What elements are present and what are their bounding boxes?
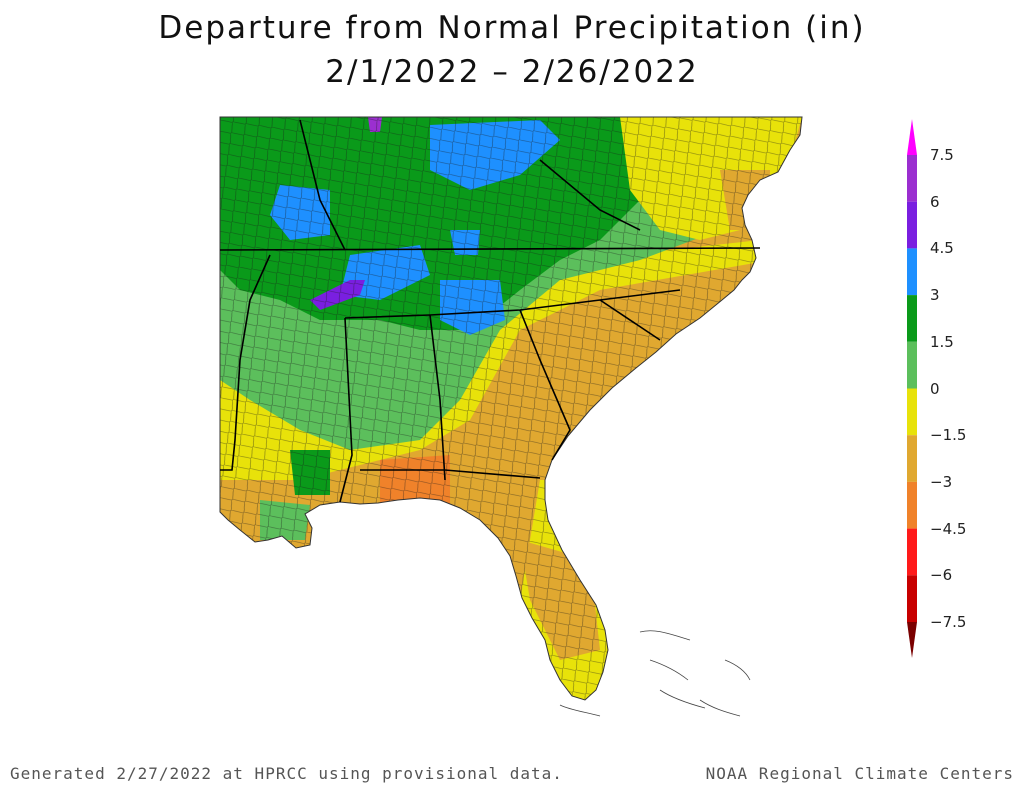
legend-swatch bbox=[907, 155, 917, 202]
legend-tick-label: −4.5 bbox=[930, 519, 967, 538]
legend-swatch bbox=[907, 435, 917, 482]
footer-generated-note: Generated 2/27/2022 at HPRCC using provi… bbox=[10, 764, 563, 783]
legend-swatch bbox=[907, 295, 917, 342]
legend-swatch bbox=[907, 119, 917, 155]
legend-swatch bbox=[907, 341, 917, 389]
legend-tick-label: 1.5 bbox=[930, 332, 954, 351]
legend-tick-label: −7.5 bbox=[930, 613, 967, 631]
legend-tick-label: −6 bbox=[930, 566, 953, 585]
legend-tick-label: 3 bbox=[930, 286, 940, 305]
legend-tick-label: −1.5 bbox=[930, 426, 967, 445]
legend-tick-label: 6 bbox=[930, 192, 940, 211]
legend-tick-label: 4.5 bbox=[930, 239, 954, 258]
map-title: Departure from Normal Precipitation (in) bbox=[158, 10, 866, 46]
legend-swatch bbox=[907, 575, 917, 622]
legend-tick-label: −3 bbox=[930, 472, 953, 491]
legend-swatch bbox=[907, 481, 917, 529]
legend-color-bar bbox=[907, 119, 917, 658]
legend-tick-label: 0 bbox=[930, 379, 940, 398]
map-subtitle: 2/1/2022 – 2/26/2022 bbox=[325, 54, 699, 90]
legend-swatch bbox=[907, 248, 917, 296]
legend-tick-label: 7.5 bbox=[930, 146, 954, 164]
legend-swatch bbox=[907, 201, 917, 249]
legend-swatch bbox=[907, 528, 917, 576]
footer-source-credit: NOAA Regional Climate Centers bbox=[705, 764, 1014, 783]
legend-swatch bbox=[907, 622, 917, 658]
legend-swatch bbox=[907, 388, 917, 436]
